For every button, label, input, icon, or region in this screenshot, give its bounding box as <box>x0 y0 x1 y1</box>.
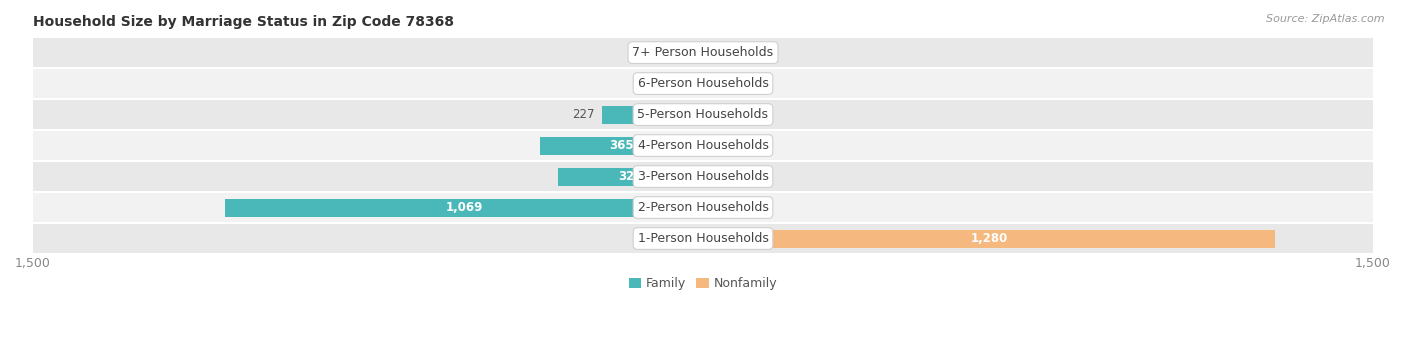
Text: 72: 72 <box>650 77 664 90</box>
Text: 0: 0 <box>734 139 741 152</box>
Text: 4-Person Households: 4-Person Households <box>637 139 769 152</box>
Text: 90: 90 <box>641 46 657 59</box>
Bar <box>703 229 1275 248</box>
Bar <box>671 75 703 92</box>
Text: Source: ZipAtlas.com: Source: ZipAtlas.com <box>1267 14 1385 24</box>
Text: Household Size by Marriage Status in Zip Code 78368: Household Size by Marriage Status in Zip… <box>32 15 454 29</box>
Bar <box>703 106 727 123</box>
Legend: Family, Nonfamily: Family, Nonfamily <box>624 272 782 296</box>
Text: 1,280: 1,280 <box>970 232 1008 245</box>
Text: 98: 98 <box>754 201 768 214</box>
Text: 58: 58 <box>735 46 751 59</box>
Text: 7+ Person Households: 7+ Person Households <box>633 46 773 59</box>
Bar <box>703 167 727 186</box>
Text: 6-Person Households: 6-Person Households <box>637 77 769 90</box>
Text: 0: 0 <box>734 108 741 121</box>
Bar <box>32 68 1374 99</box>
Bar <box>558 167 703 186</box>
Bar <box>540 137 703 154</box>
Bar <box>32 130 1374 161</box>
Bar <box>32 223 1374 254</box>
Bar <box>703 198 747 217</box>
Text: 4: 4 <box>734 170 742 183</box>
Text: 365: 365 <box>609 139 634 152</box>
Bar <box>703 44 728 62</box>
Bar <box>225 198 703 217</box>
Text: 5-Person Households: 5-Person Households <box>637 108 769 121</box>
Bar <box>32 161 1374 192</box>
Bar <box>662 44 703 62</box>
Bar <box>703 137 727 154</box>
Bar <box>32 192 1374 223</box>
Bar <box>703 75 727 92</box>
Text: 1-Person Households: 1-Person Households <box>637 232 769 245</box>
Bar <box>32 99 1374 130</box>
Text: 2-Person Households: 2-Person Households <box>637 201 769 214</box>
Text: 1,069: 1,069 <box>446 201 482 214</box>
Text: 3-Person Households: 3-Person Households <box>637 170 769 183</box>
Text: 324: 324 <box>619 170 643 183</box>
Bar <box>32 37 1374 68</box>
Text: 227: 227 <box>572 108 595 121</box>
Text: 0: 0 <box>734 77 741 90</box>
Bar <box>602 106 703 123</box>
